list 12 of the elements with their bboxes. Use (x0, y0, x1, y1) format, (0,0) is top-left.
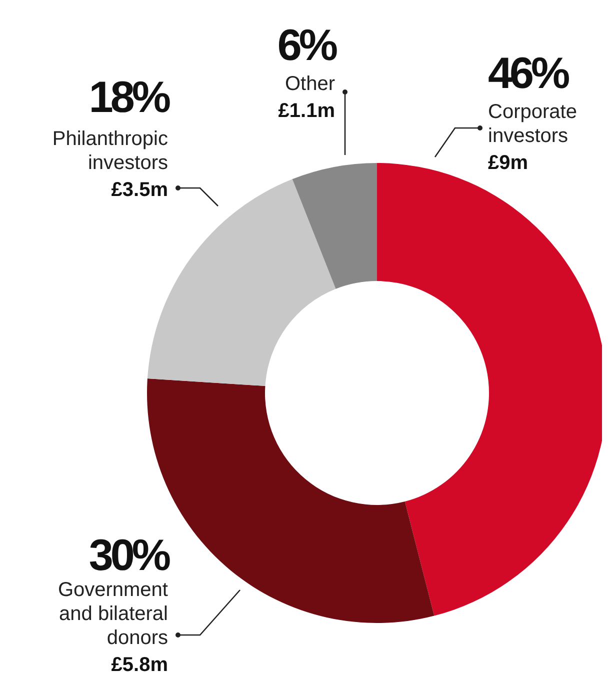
text: £9m (488, 152, 528, 174)
slice-label: Philanthropic investors (52, 128, 168, 174)
data-label: 46% (488, 49, 569, 98)
data-label: 6% (277, 21, 337, 70)
slice-label: Other (284, 73, 336, 95)
text: £3.5m (111, 179, 168, 201)
text: £1.1m (278, 100, 335, 122)
data-label: 30% (88, 531, 170, 580)
data-label: 18% (88, 73, 170, 122)
slice-label: Corporate investors (488, 101, 577, 147)
slice-label: Government and bilateral donors (58, 579, 168, 649)
text: £5.8m (111, 654, 168, 676)
